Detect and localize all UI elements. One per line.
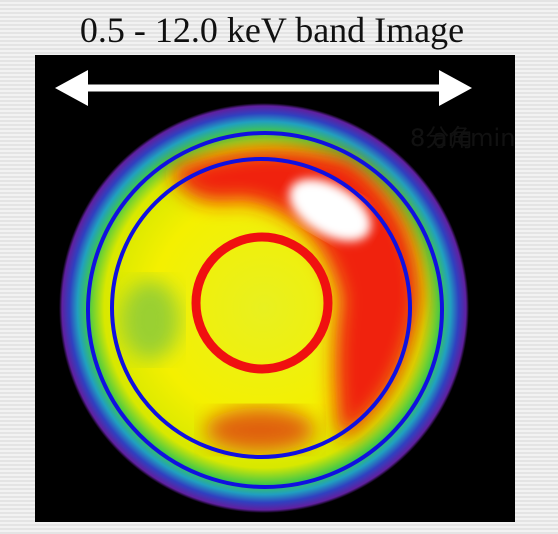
scale-label: 8分角 [410, 124, 473, 152]
title: 0.5 - 12.0 keV band Image [80, 10, 464, 50]
figure: 0.5 - 12.0 keV band Image 8 arcmin 8分角 [0, 0, 558, 534]
page: 0.5 - 12.0 keV band Image 8 arcmin 8分角 (… [0, 0, 558, 534]
xray-emission [59, 103, 469, 513]
